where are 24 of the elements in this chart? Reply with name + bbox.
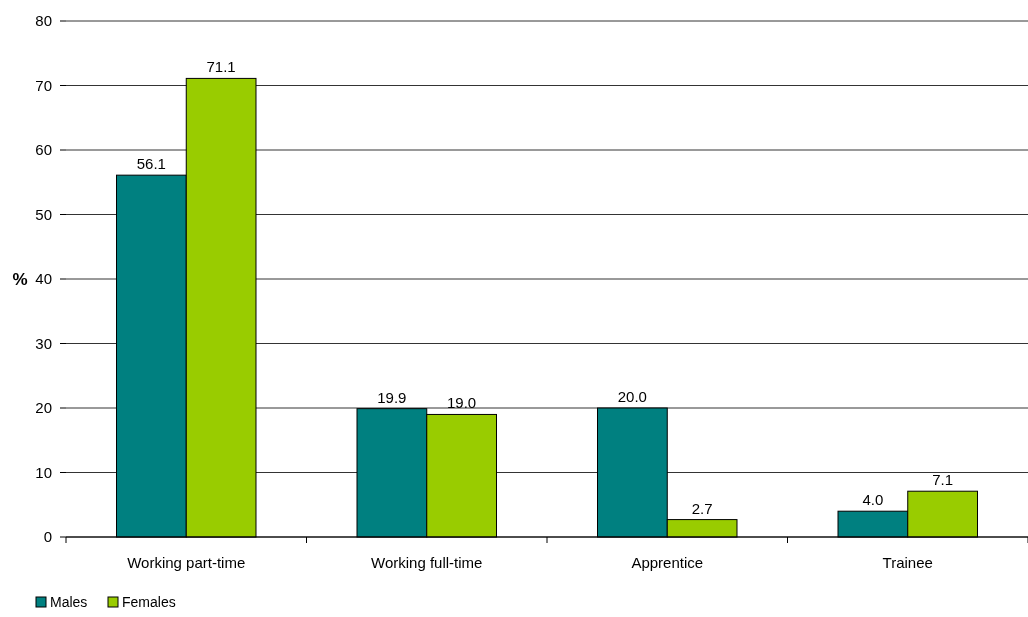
y-tick-label: 10 [35, 463, 52, 481]
y-tick-label: 50 [35, 205, 52, 223]
x-tick-label: Working part-time [127, 554, 246, 571]
data-label: 7.1 [932, 471, 954, 489]
data-label: 56.1 [136, 155, 166, 173]
data-label: 2.7 [691, 499, 713, 517]
data-label: 4.0 [862, 491, 884, 509]
data-label: 19.0 [447, 394, 477, 412]
y-tick-label: 70 [35, 76, 52, 94]
data-label: 20.0 [617, 388, 647, 405]
legend-label: Females [122, 594, 176, 610]
x-tick-label: Working full-time [371, 554, 483, 571]
x-tick-label: Apprentice [631, 554, 704, 571]
y-tick-label: 60 [35, 141, 52, 158]
data-label: 71.1 [206, 58, 236, 76]
y-tick-label: 40 [35, 270, 52, 287]
y-tick-label: 30 [35, 334, 52, 352]
y-tick-label: 20 [35, 399, 52, 416]
y-tick-label: 0 [43, 528, 52, 545]
x-tick-label: Trainee [882, 554, 933, 571]
legend-label: Males [50, 594, 88, 610]
data-label: 19.9 [377, 388, 407, 406]
y-axis-title: % [12, 270, 28, 289]
y-tick-label: 80 [35, 12, 52, 29]
